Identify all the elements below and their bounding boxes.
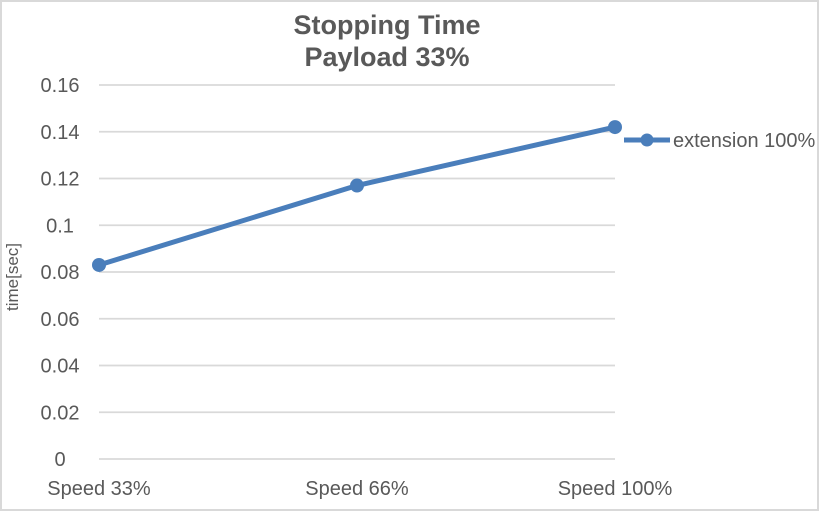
y-tick-label: 0.04: [41, 356, 80, 378]
x-axis-tick-labels: Speed 33% Speed 66% Speed 100%: [47, 478, 672, 500]
legend-label: extension 100%: [673, 130, 816, 152]
data-point-marker: [350, 178, 364, 193]
data-point-marker: [608, 120, 622, 135]
y-tick-label: 0.06: [41, 309, 80, 331]
x-tick-label: Speed 100%: [558, 478, 673, 500]
y-tick-label: 0.1: [46, 215, 74, 237]
series-line: [96, 124, 618, 268]
y-tick-label: 0.08: [41, 262, 80, 284]
x-tick-label: Speed 33%: [47, 478, 151, 500]
y-tick-label: 0.12: [41, 169, 80, 191]
y-tick-label: 0.02: [41, 402, 80, 424]
gridlines-layer: [99, 84, 615, 460]
x-tick-label: Speed 66%: [305, 478, 409, 500]
chart-title: Stopping Time: [294, 10, 481, 40]
y-tick-label: 0.14: [41, 122, 80, 144]
y-axis-title: time[sec]: [3, 243, 22, 311]
chart-subtitle: Payload 33%: [304, 42, 469, 72]
legend-marker-icon: [640, 133, 654, 147]
data-series-layer: [92, 120, 622, 272]
data-point-marker: [92, 257, 106, 272]
y-axis-tick-labels: 0 0.02 0.04 0.06 0.08 0.1 0.12 0.14 0.16: [41, 75, 80, 471]
legend: extension 100%: [624, 130, 816, 152]
y-tick-label: 0.16: [41, 75, 80, 97]
y-tick-label: 0: [54, 449, 65, 471]
